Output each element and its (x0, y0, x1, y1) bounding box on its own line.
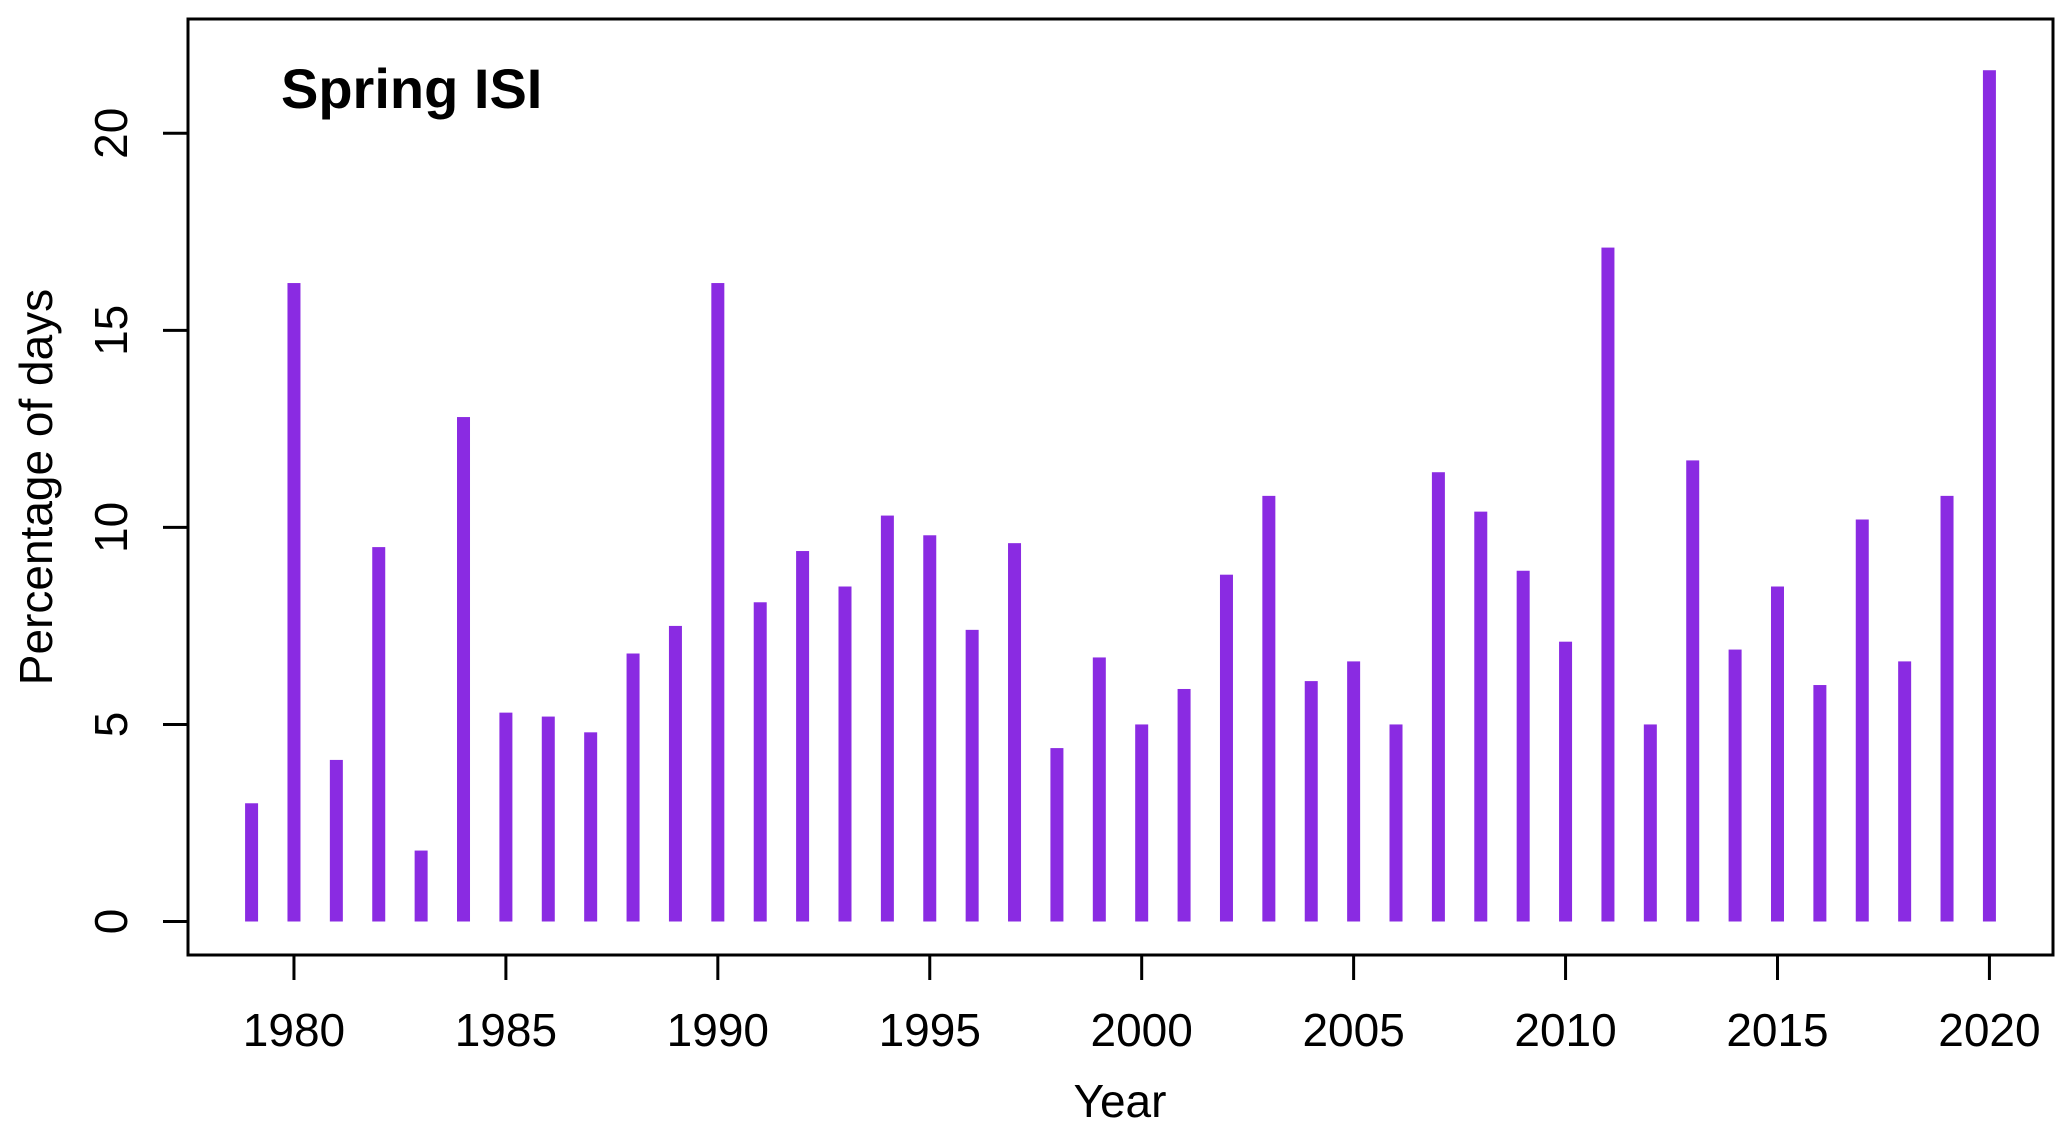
x-tick-label-2020: 2020 (1938, 1004, 2040, 1056)
bar-2002 (1219, 574, 1233, 922)
y-axis-title: Percentage of days (10, 289, 62, 685)
bar-1983 (414, 850, 428, 922)
x-tick-label-2000: 2000 (1091, 1004, 1193, 1056)
bar-1981 (329, 759, 343, 922)
bar-2007 (1431, 472, 1445, 922)
bar-1990 (711, 283, 725, 922)
bar-2019 (1940, 495, 1954, 922)
bar-2005 (1347, 661, 1361, 922)
bar-1996 (965, 629, 979, 922)
bar-1987 (584, 732, 598, 922)
bar-2014 (1728, 649, 1742, 922)
bar-1998 (1050, 748, 1064, 922)
bar-1986 (541, 716, 555, 922)
x-tick-label-1985: 1985 (455, 1004, 557, 1056)
x-tick-label-2010: 2010 (1514, 1004, 1616, 1056)
bar-1989 (668, 625, 682, 922)
bar-2008 (1474, 511, 1488, 922)
bar-2018 (1898, 661, 1912, 922)
bar-1993 (838, 586, 852, 922)
bar-1991 (753, 602, 767, 922)
bar-2012 (1643, 724, 1657, 922)
x-axis: 1980 1985 1990 1995 2000 2005 2010 2015 2020 (243, 953, 2041, 1056)
bar-1997 (1008, 543, 1022, 922)
bar-2011 (1601, 247, 1615, 922)
y-tick-label-0: 0 (85, 909, 137, 935)
chart-title: Spring ISI (281, 57, 542, 120)
bar-1992 (796, 551, 810, 922)
bar-2003 (1262, 495, 1276, 922)
y-tick-label-15: 15 (85, 305, 137, 356)
y-tick-label-5: 5 (85, 712, 137, 738)
bar-1999 (1092, 657, 1106, 922)
bar-2006 (1389, 724, 1403, 922)
bar-1994 (880, 515, 894, 922)
x-tick-label-1980: 1980 (243, 1004, 345, 1056)
bar-2004 (1304, 681, 1318, 922)
x-tick-label-1995: 1995 (879, 1004, 981, 1056)
bar-2017 (1855, 519, 1869, 922)
bar-2000 (1135, 724, 1149, 922)
x-tick-label-2005: 2005 (1302, 1004, 1404, 1056)
y-tick-label-20: 20 (85, 108, 137, 159)
bar-2015 (1770, 586, 1784, 922)
bar-1979 (245, 803, 259, 922)
bar-1995 (923, 535, 937, 922)
y-tick-label-10: 10 (85, 502, 137, 553)
bar-2016 (1813, 685, 1827, 922)
bar-2010 (1559, 641, 1573, 922)
bar-1980 (287, 283, 301, 922)
bar-1982 (372, 547, 386, 922)
x-tick-label-2015: 2015 (1726, 1004, 1828, 1056)
bar-1985 (499, 712, 513, 922)
bar-1988 (626, 653, 640, 922)
x-tick-label-1990: 1990 (667, 1004, 769, 1056)
bar-1984 (457, 417, 471, 922)
bar-series (245, 70, 1996, 922)
bar-2001 (1177, 688, 1191, 922)
bar-2009 (1516, 570, 1530, 922)
bar-2020 (1982, 70, 1996, 922)
x-axis-title: Year (1074, 1075, 1167, 1127)
y-axis: 0 5 10 15 20 (85, 108, 190, 935)
bar-2013 (1686, 460, 1700, 922)
